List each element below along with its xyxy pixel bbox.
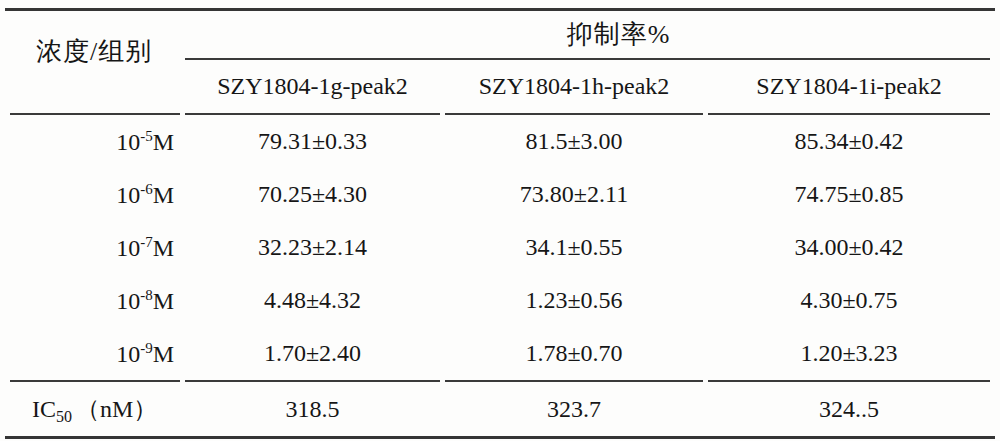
row-label-concentration: 10-9M (10, 327, 180, 380)
label-unit: M (153, 129, 174, 155)
label-base: 10 (116, 288, 140, 314)
value-cell: 1.20±3.23 (708, 327, 990, 380)
row-label-concentration: 10-6M (10, 168, 180, 221)
table-row-1e-6: 10-6M 70.25±4.30 73.80±2.11 74.75±0.85 (10, 168, 990, 221)
label-base: 10 (116, 235, 140, 261)
label-base: 10 (116, 182, 140, 208)
column-header-szy1804-1i: SZY1804-1i-peak2 (708, 60, 990, 115)
inhibition-table-figure: 浓度/组别 抑制率% SZY1804-1g-peak2 SZY1804-1h-p… (5, 8, 995, 439)
value-cell: 4.30±0.75 (708, 274, 990, 327)
table-row-1e-5: 10-5M 79.31±0.33 81.5±3.00 85.34±0.42 (10, 115, 990, 168)
inhibition-rate-table: 浓度/组别 抑制率% SZY1804-1g-peak2 SZY1804-1h-p… (5, 11, 995, 436)
value-cell: 4.48±4.32 (185, 274, 440, 327)
ic50-value-cell: 324..5 (708, 380, 990, 436)
ic50-label-subscript: 50 (56, 408, 72, 425)
value-cell: 79.31±0.33 (185, 115, 440, 168)
value-cell: 34.1±0.55 (445, 221, 703, 274)
label-unit: M (153, 235, 174, 261)
value-cell: 81.5±3.00 (445, 115, 703, 168)
label-exponent: -6 (140, 181, 153, 197)
value-cell: 1.23±0.56 (445, 274, 703, 327)
value-cell: 32.23±2.14 (185, 221, 440, 274)
label-base: 10 (116, 129, 140, 155)
ic50-value-cell: 318.5 (185, 380, 440, 436)
group-header-inhibition-rate: 抑制率% (185, 11, 990, 60)
row-label-concentration: 10-5M (10, 115, 180, 168)
label-unit: M (153, 288, 174, 314)
value-cell: 1.70±2.40 (185, 327, 440, 380)
label-unit: M (153, 182, 174, 208)
column-header-szy1804-1h: SZY1804-1h-peak2 (445, 60, 703, 115)
table-row-1e-7: 10-7M 32.23±2.14 34.1±0.55 34.00±0.42 (10, 221, 990, 274)
value-cell: 85.34±0.42 (708, 115, 990, 168)
label-base: 10 (116, 341, 140, 367)
label-exponent: -8 (140, 287, 153, 303)
value-cell: 34.00±0.42 (708, 221, 990, 274)
table-row-1e-9: 10-9M 1.70±2.40 1.78±0.70 1.20±3.23 (10, 327, 990, 380)
header-row-group: 浓度/组别 抑制率% (10, 11, 990, 60)
row-label-concentration: 10-7M (10, 221, 180, 274)
ic50-label-main: IC (32, 396, 56, 422)
value-cell: 1.78±0.70 (445, 327, 703, 380)
column-header-szy1804-1g: SZY1804-1g-peak2 (185, 60, 440, 115)
ic50-label-unit: （nM） (76, 396, 157, 422)
table-row-1e-8: 10-8M 4.48±4.32 1.23±0.56 4.30±0.75 (10, 274, 990, 327)
value-cell: 74.75±0.85 (708, 168, 990, 221)
label-unit: M (153, 341, 174, 367)
label-exponent: -7 (140, 234, 153, 250)
value-cell: 70.25±4.30 (185, 168, 440, 221)
ic50-value-cell: 323.7 (445, 380, 703, 436)
ic50-row-label: IC50（nM） (10, 380, 180, 436)
label-exponent: -5 (140, 128, 153, 144)
row-label-concentration: 10-8M (10, 274, 180, 327)
label-exponent: -9 (140, 340, 153, 356)
corner-header-concentration-group: 浓度/组别 (10, 11, 180, 115)
table-row-ic50: IC50（nM） 318.5 323.7 324..5 (10, 380, 990, 436)
value-cell: 73.80±2.11 (445, 168, 703, 221)
